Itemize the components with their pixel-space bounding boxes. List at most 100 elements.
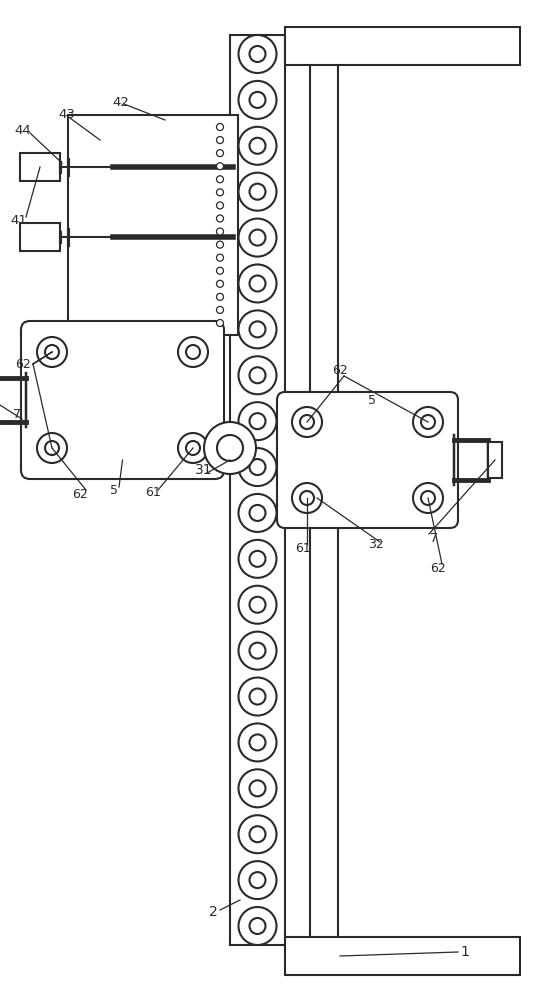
Circle shape [238, 769, 277, 807]
Circle shape [217, 320, 224, 326]
Circle shape [217, 176, 224, 183]
Circle shape [238, 264, 277, 302]
Circle shape [238, 127, 277, 165]
Text: 32: 32 [368, 538, 384, 552]
Bar [68, 115, 238, 335]
Circle shape [250, 230, 266, 246]
Text: 5: 5 [368, 393, 376, 406]
Circle shape [300, 415, 314, 429]
Circle shape [250, 918, 266, 934]
Circle shape [238, 402, 277, 440]
Circle shape [250, 184, 266, 200]
Circle shape [186, 441, 200, 455]
Circle shape [238, 494, 277, 532]
Circle shape [217, 254, 224, 261]
Circle shape [45, 345, 59, 359]
Circle shape [421, 415, 435, 429]
Circle shape [250, 689, 266, 705]
Text: 42: 42 [112, 96, 129, 108]
Circle shape [217, 163, 224, 170]
Circle shape [250, 872, 266, 888]
Circle shape [238, 356, 277, 394]
Circle shape [250, 367, 266, 383]
Circle shape [238, 723, 277, 761]
Circle shape [217, 435, 243, 461]
Circle shape [238, 907, 277, 945]
Text: 41: 41 [10, 214, 27, 227]
Text: 5: 5 [110, 484, 118, 496]
Text: 7: 7 [13, 408, 21, 422]
Circle shape [238, 861, 277, 899]
Circle shape [250, 459, 266, 475]
Circle shape [37, 337, 67, 367]
Bar [310, 35, 338, 945]
Circle shape [204, 422, 256, 474]
Bar [488, 442, 502, 478]
Circle shape [250, 551, 266, 567]
Circle shape [238, 815, 277, 853]
Circle shape [238, 678, 277, 716]
Circle shape [300, 491, 314, 505]
Text: 7: 7 [430, 532, 438, 544]
Bar [285, 27, 520, 65]
Circle shape [45, 441, 59, 455]
Text: 61: 61 [295, 542, 311, 554]
Circle shape [250, 505, 266, 521]
Circle shape [217, 215, 224, 222]
Text: 1: 1 [460, 945, 469, 959]
Bar [230, 35, 285, 945]
Circle shape [217, 306, 224, 313]
Circle shape [250, 138, 266, 154]
Circle shape [37, 433, 67, 463]
Circle shape [292, 483, 322, 513]
Circle shape [250, 734, 266, 750]
Circle shape [421, 491, 435, 505]
Circle shape [178, 337, 208, 367]
Text: 62: 62 [430, 562, 446, 574]
Circle shape [186, 345, 200, 359]
Bar [20, 153, 60, 181]
Circle shape [217, 228, 224, 235]
Circle shape [250, 413, 266, 429]
Circle shape [413, 483, 443, 513]
Text: 43: 43 [58, 108, 75, 121]
Circle shape [217, 267, 224, 274]
Circle shape [250, 46, 266, 62]
Circle shape [250, 321, 266, 337]
Circle shape [250, 92, 266, 108]
Circle shape [250, 597, 266, 613]
Bar [285, 937, 520, 975]
Circle shape [292, 407, 322, 437]
Text: 2: 2 [209, 905, 218, 919]
Circle shape [238, 81, 277, 119]
Circle shape [238, 173, 277, 211]
Text: 44: 44 [14, 123, 31, 136]
Text: 61: 61 [145, 487, 161, 499]
FancyBboxPatch shape [277, 392, 458, 528]
Circle shape [238, 219, 277, 257]
Text: 62: 62 [72, 488, 88, 500]
Circle shape [178, 433, 208, 463]
FancyBboxPatch shape [21, 321, 224, 479]
Circle shape [217, 280, 224, 287]
Circle shape [217, 123, 224, 130]
Circle shape [250, 780, 266, 796]
Circle shape [238, 632, 277, 670]
Text: 62: 62 [332, 363, 348, 376]
Circle shape [250, 275, 266, 291]
Circle shape [238, 35, 277, 73]
Circle shape [217, 137, 224, 144]
Circle shape [217, 202, 224, 209]
Circle shape [217, 150, 224, 157]
Circle shape [217, 293, 224, 300]
Circle shape [217, 241, 224, 248]
Circle shape [413, 407, 443, 437]
Circle shape [238, 540, 277, 578]
Circle shape [238, 310, 277, 348]
Circle shape [238, 448, 277, 486]
Text: 31: 31 [195, 463, 212, 477]
Circle shape [238, 586, 277, 624]
Text: 62: 62 [15, 358, 31, 370]
Circle shape [250, 643, 266, 659]
Bar [20, 223, 60, 251]
